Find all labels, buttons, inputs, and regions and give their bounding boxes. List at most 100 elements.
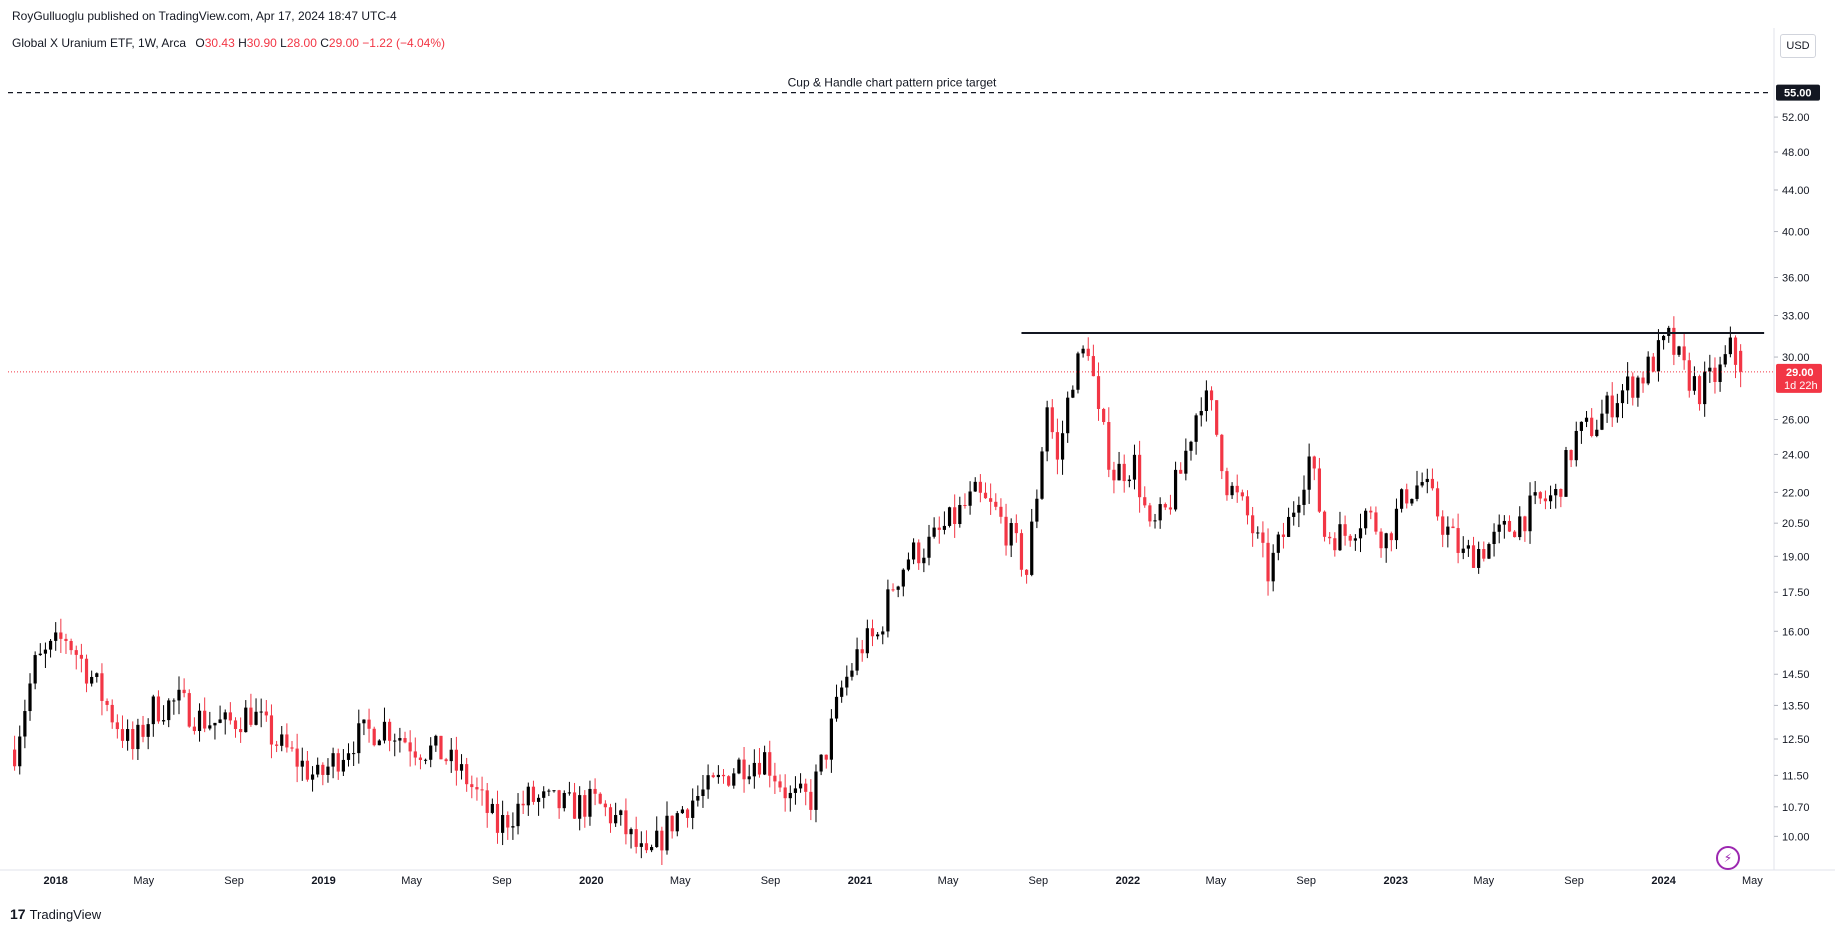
candle-body	[1523, 516, 1527, 532]
close-value: 29.00	[328, 36, 359, 50]
candle-body	[947, 507, 952, 526]
low-value: 28.00	[286, 36, 317, 50]
candle	[1400, 488, 1404, 513]
candle-body	[696, 795, 700, 801]
candle	[768, 740, 772, 788]
candle	[403, 731, 407, 744]
candle	[1446, 516, 1450, 548]
candle	[352, 741, 356, 766]
price-tick-label: 36.00	[1782, 273, 1810, 285]
price-tick-label: 20.50	[1782, 518, 1810, 530]
candlestick-series	[13, 316, 1743, 866]
candle-body	[249, 707, 253, 725]
high-label: H	[238, 36, 247, 50]
candle	[1117, 451, 1121, 481]
candle-body	[526, 786, 530, 806]
candle	[1733, 335, 1738, 379]
candle	[459, 754, 464, 780]
candle	[901, 568, 905, 597]
candle	[947, 506, 952, 528]
time-axis: 2018 May Sep 2019 May Sep 2020 May Sep 2021 May Sep…	[0, 869, 1835, 887]
candle-body	[239, 729, 243, 733]
candle	[968, 481, 972, 515]
candle-body	[69, 640, 73, 651]
candle-body	[757, 762, 762, 775]
candle	[74, 645, 78, 670]
candle	[937, 516, 941, 544]
candle-body	[1620, 390, 1625, 404]
tradingview-footer[interactable]: 17 TradingView	[10, 906, 101, 922]
candle	[649, 844, 654, 853]
candle	[120, 715, 125, 748]
price-tick-label: 19.00	[1782, 551, 1810, 563]
candle	[1019, 529, 1024, 577]
candle	[1096, 362, 1101, 421]
candle-body	[865, 628, 869, 654]
price-tick-label: 24.00	[1782, 449, 1810, 461]
candle-body	[1667, 327, 1671, 336]
candle	[331, 747, 335, 779]
candle	[1009, 518, 1013, 558]
currency-button[interactable]: USD	[1780, 34, 1816, 58]
footer-brand: TradingView	[29, 907, 102, 922]
candle-body	[1050, 407, 1054, 433]
candle	[1102, 407, 1106, 425]
price-tick-label: 22.00	[1782, 487, 1810, 499]
candle	[881, 626, 885, 645]
candle	[1271, 544, 1275, 592]
candle	[1204, 380, 1208, 422]
candle	[876, 632, 880, 640]
candle-body	[922, 557, 926, 564]
candle-body	[1071, 389, 1075, 398]
candle	[1425, 468, 1429, 494]
candle	[1266, 528, 1270, 596]
candle-body	[1358, 528, 1363, 539]
time-tick-label: Sep	[761, 875, 781, 887]
candle	[1014, 514, 1018, 543]
candle-body	[1651, 356, 1655, 372]
candle-body	[963, 504, 967, 506]
candle	[1518, 506, 1522, 541]
candle	[1364, 508, 1368, 535]
candle-body	[341, 759, 345, 772]
candle-body	[485, 790, 489, 813]
candle	[218, 705, 222, 724]
candle-body	[423, 759, 428, 761]
lightning-icon[interactable]: ⚡	[1716, 846, 1740, 870]
candle-body	[501, 815, 505, 833]
candle-body	[721, 774, 726, 777]
candle-body	[1615, 403, 1619, 418]
candle	[670, 815, 674, 839]
candle	[1122, 454, 1126, 493]
candle-body	[1328, 536, 1332, 539]
candle-body	[1543, 498, 1548, 502]
candle	[675, 810, 679, 837]
candle-body	[1451, 526, 1455, 529]
candle-body	[156, 696, 161, 722]
candle-body	[1554, 489, 1558, 496]
candle	[1636, 375, 1640, 407]
candle-body	[264, 711, 268, 716]
candle	[1194, 413, 1198, 455]
candle-body	[1230, 485, 1234, 496]
candle	[1405, 483, 1409, 509]
candle-body	[105, 700, 109, 705]
candle-body	[151, 696, 155, 725]
candle	[983, 482, 988, 499]
candle	[28, 673, 32, 721]
candle	[1045, 400, 1049, 462]
candle-body	[1415, 485, 1419, 499]
candle	[1338, 511, 1342, 552]
candle	[727, 775, 731, 787]
candle	[716, 765, 720, 784]
candle	[798, 773, 803, 793]
last-price-badge	[1776, 363, 1822, 393]
candle	[1651, 353, 1655, 373]
candle-body	[1394, 508, 1399, 541]
last-price-label: 29.00	[1786, 367, 1814, 379]
candle-body	[1687, 360, 1691, 391]
candle-body	[357, 723, 361, 754]
candle-body	[567, 792, 572, 794]
candle-body	[48, 640, 53, 650]
